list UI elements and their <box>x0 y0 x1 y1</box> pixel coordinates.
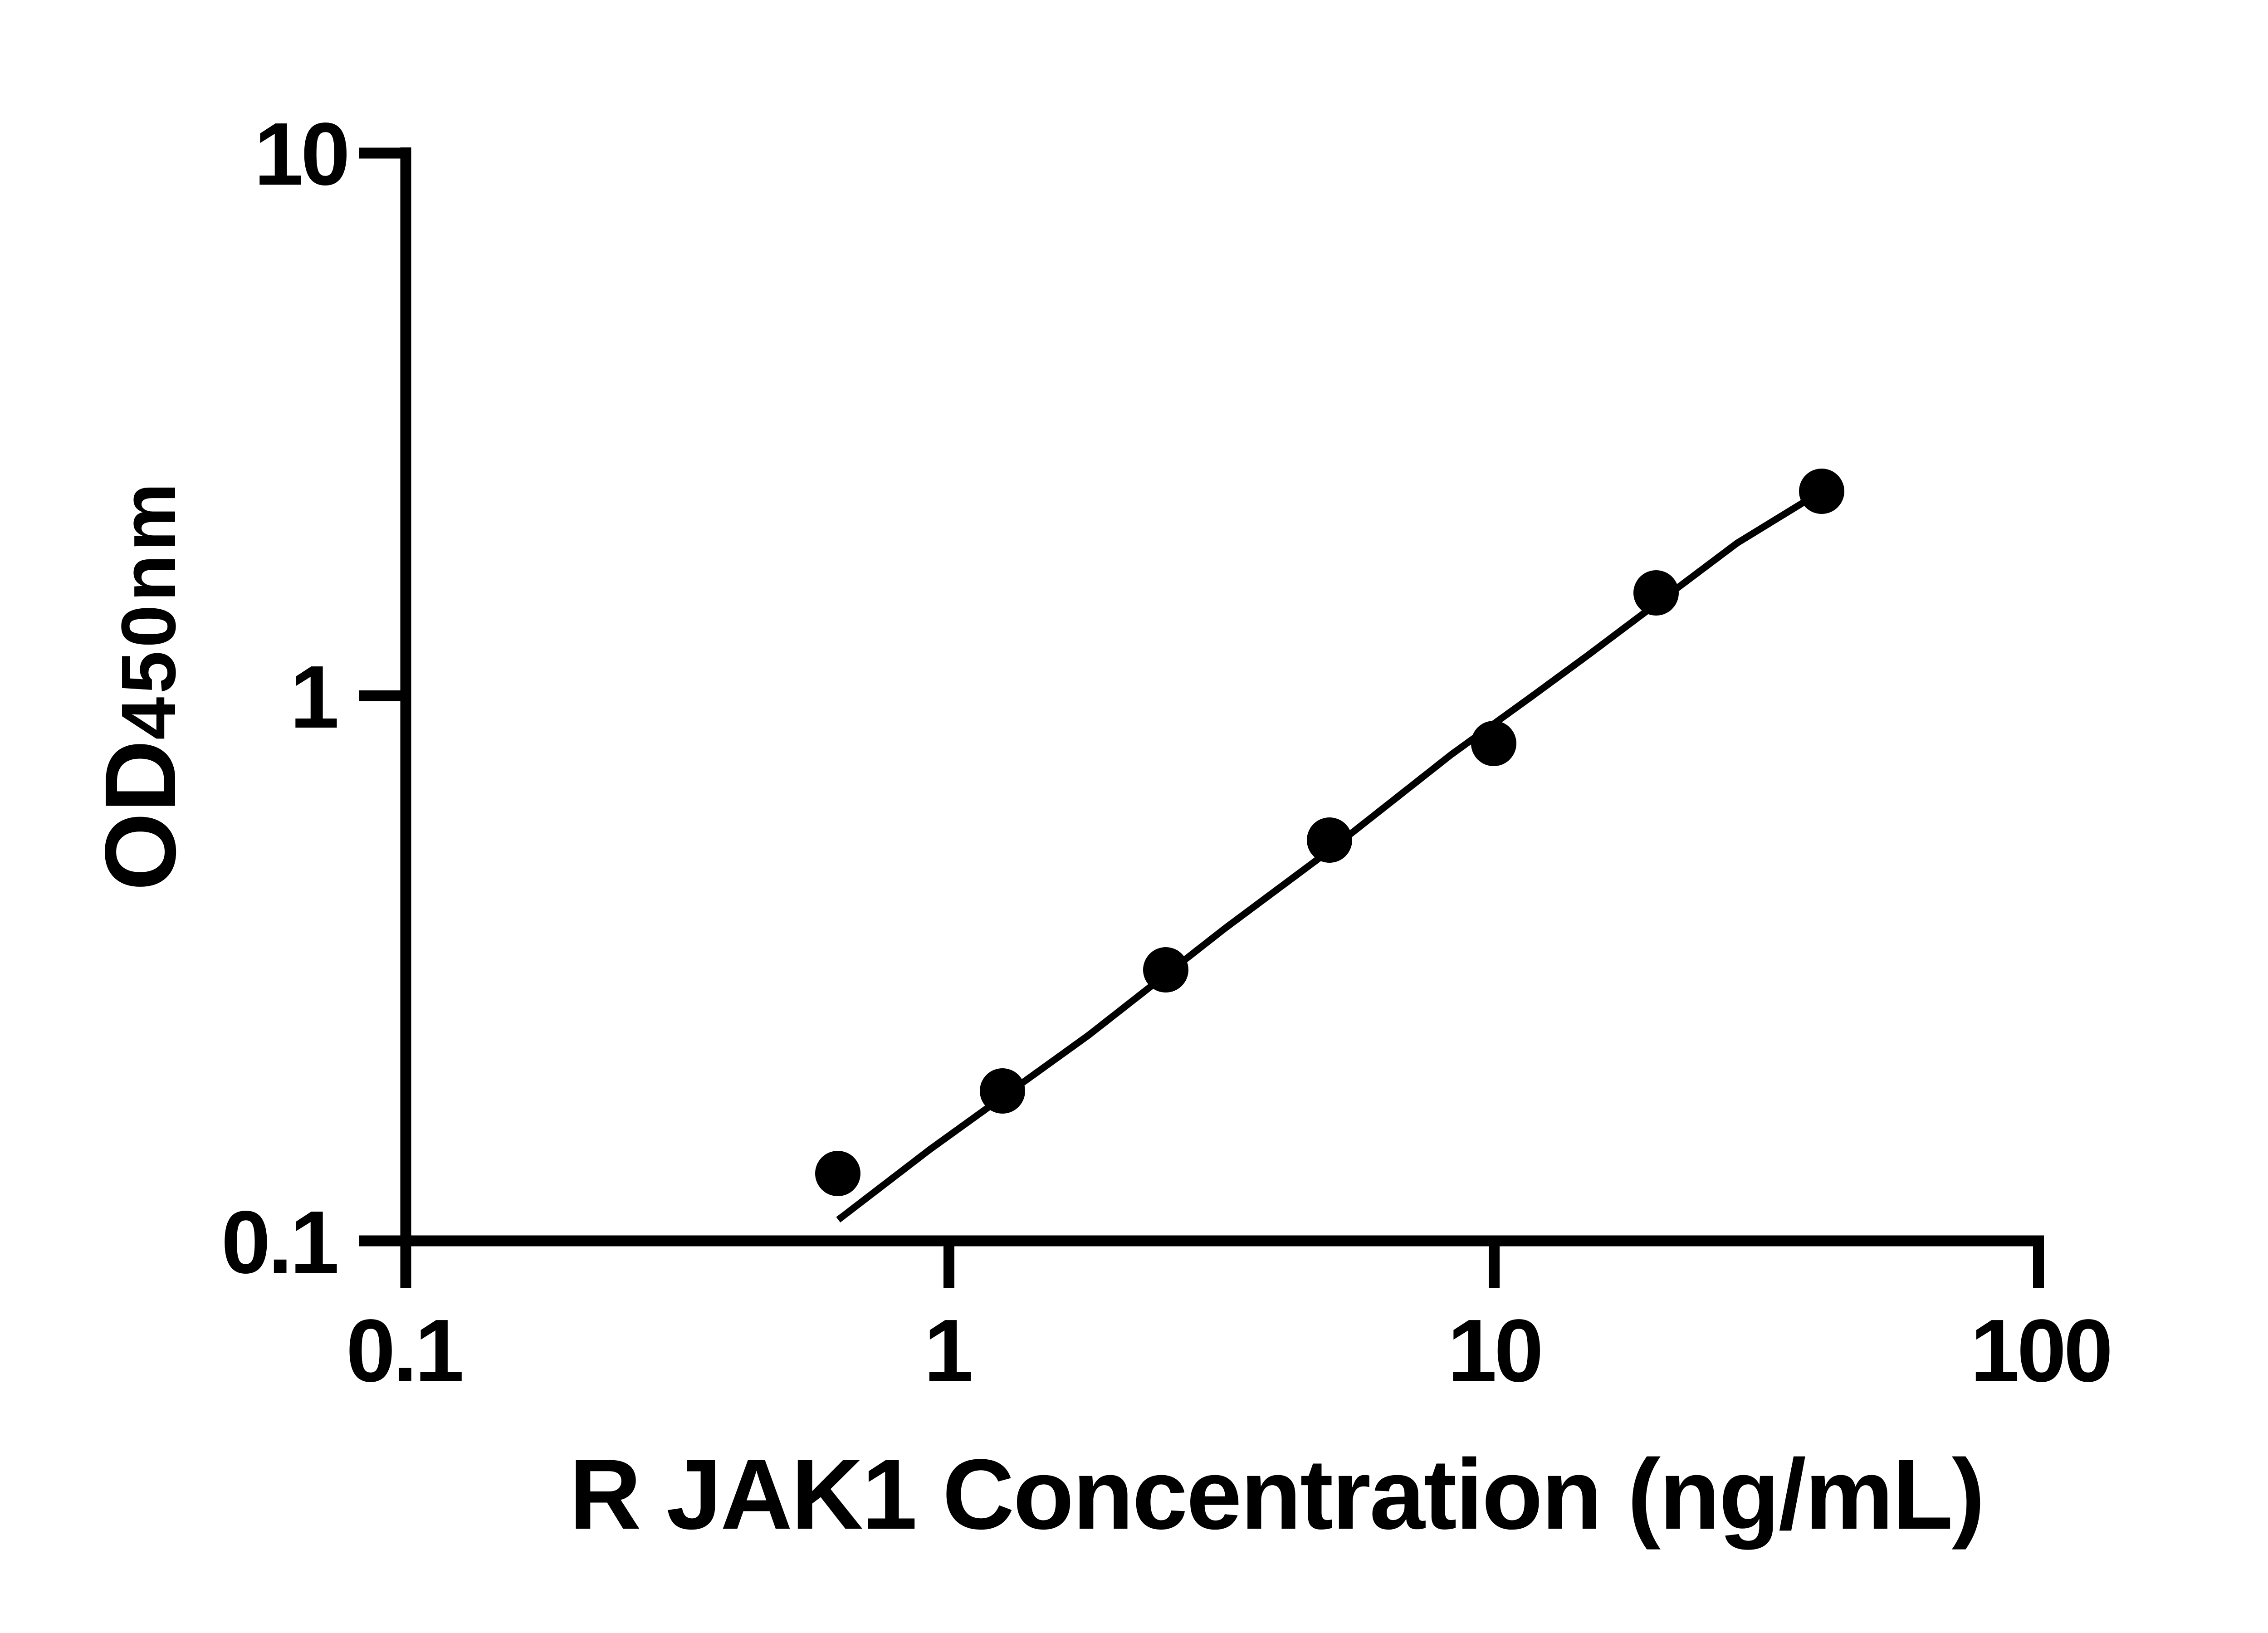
svg-text:0.1: 0.1 <box>221 1193 337 1292</box>
svg-text:10: 10 <box>254 104 347 204</box>
svg-text:1: 1 <box>290 647 337 747</box>
svg-text:R JAK1 Concentration (ng/mL): R JAK1 Concentration (ng/mL) <box>569 1438 1984 1550</box>
svg-text:0.1: 0.1 <box>346 1301 462 1400</box>
svg-text:100: 100 <box>1970 1301 2110 1400</box>
svg-text:10: 10 <box>1447 1301 1541 1400</box>
svg-text:1: 1 <box>924 1301 971 1400</box>
